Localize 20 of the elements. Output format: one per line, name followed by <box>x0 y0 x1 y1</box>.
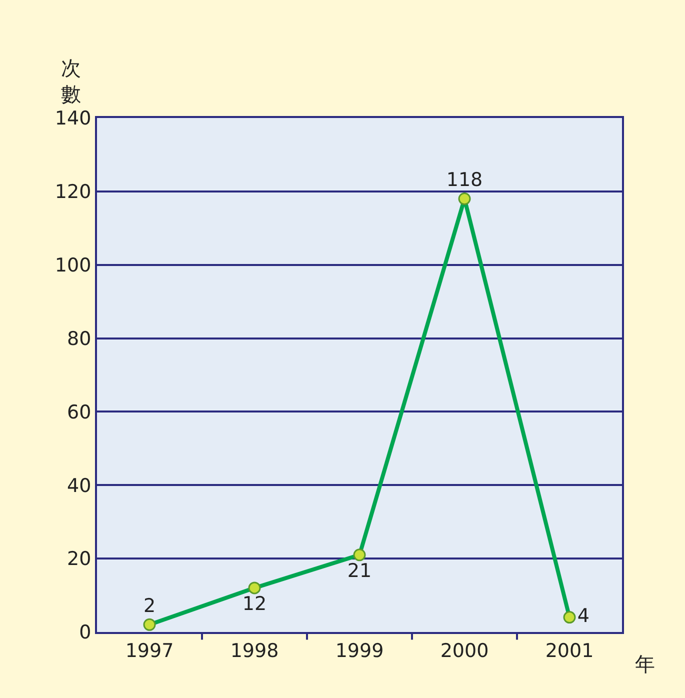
data-label: 21 <box>347 560 372 582</box>
x-tick-label: 1999 <box>335 640 384 662</box>
y-tick-label: 140 <box>54 108 92 130</box>
x-tick-label: 1998 <box>230 640 279 662</box>
y-axis-title: 次數 <box>61 56 81 106</box>
x-axis-title: 年 <box>635 652 655 676</box>
y-tick-label: 120 <box>54 181 92 204</box>
y-tick-label: 40 <box>67 474 92 497</box>
y-tick-label: 60 <box>67 401 92 424</box>
y-tick-label: 100 <box>54 254 92 277</box>
data-label: 2 <box>143 595 156 618</box>
y-tick-label: 80 <box>67 328 92 350</box>
x-tick-label: 2001 <box>545 640 594 662</box>
data-label: 4 <box>577 605 590 628</box>
x-tick-label: 1997 <box>125 640 174 662</box>
x-tick-label: 2000 <box>440 640 489 662</box>
y-tick-label: 20 <box>67 548 92 570</box>
data-label: 12 <box>242 593 267 616</box>
data-label: 118 <box>446 169 483 192</box>
y-tick-label: 0 <box>79 622 92 644</box>
